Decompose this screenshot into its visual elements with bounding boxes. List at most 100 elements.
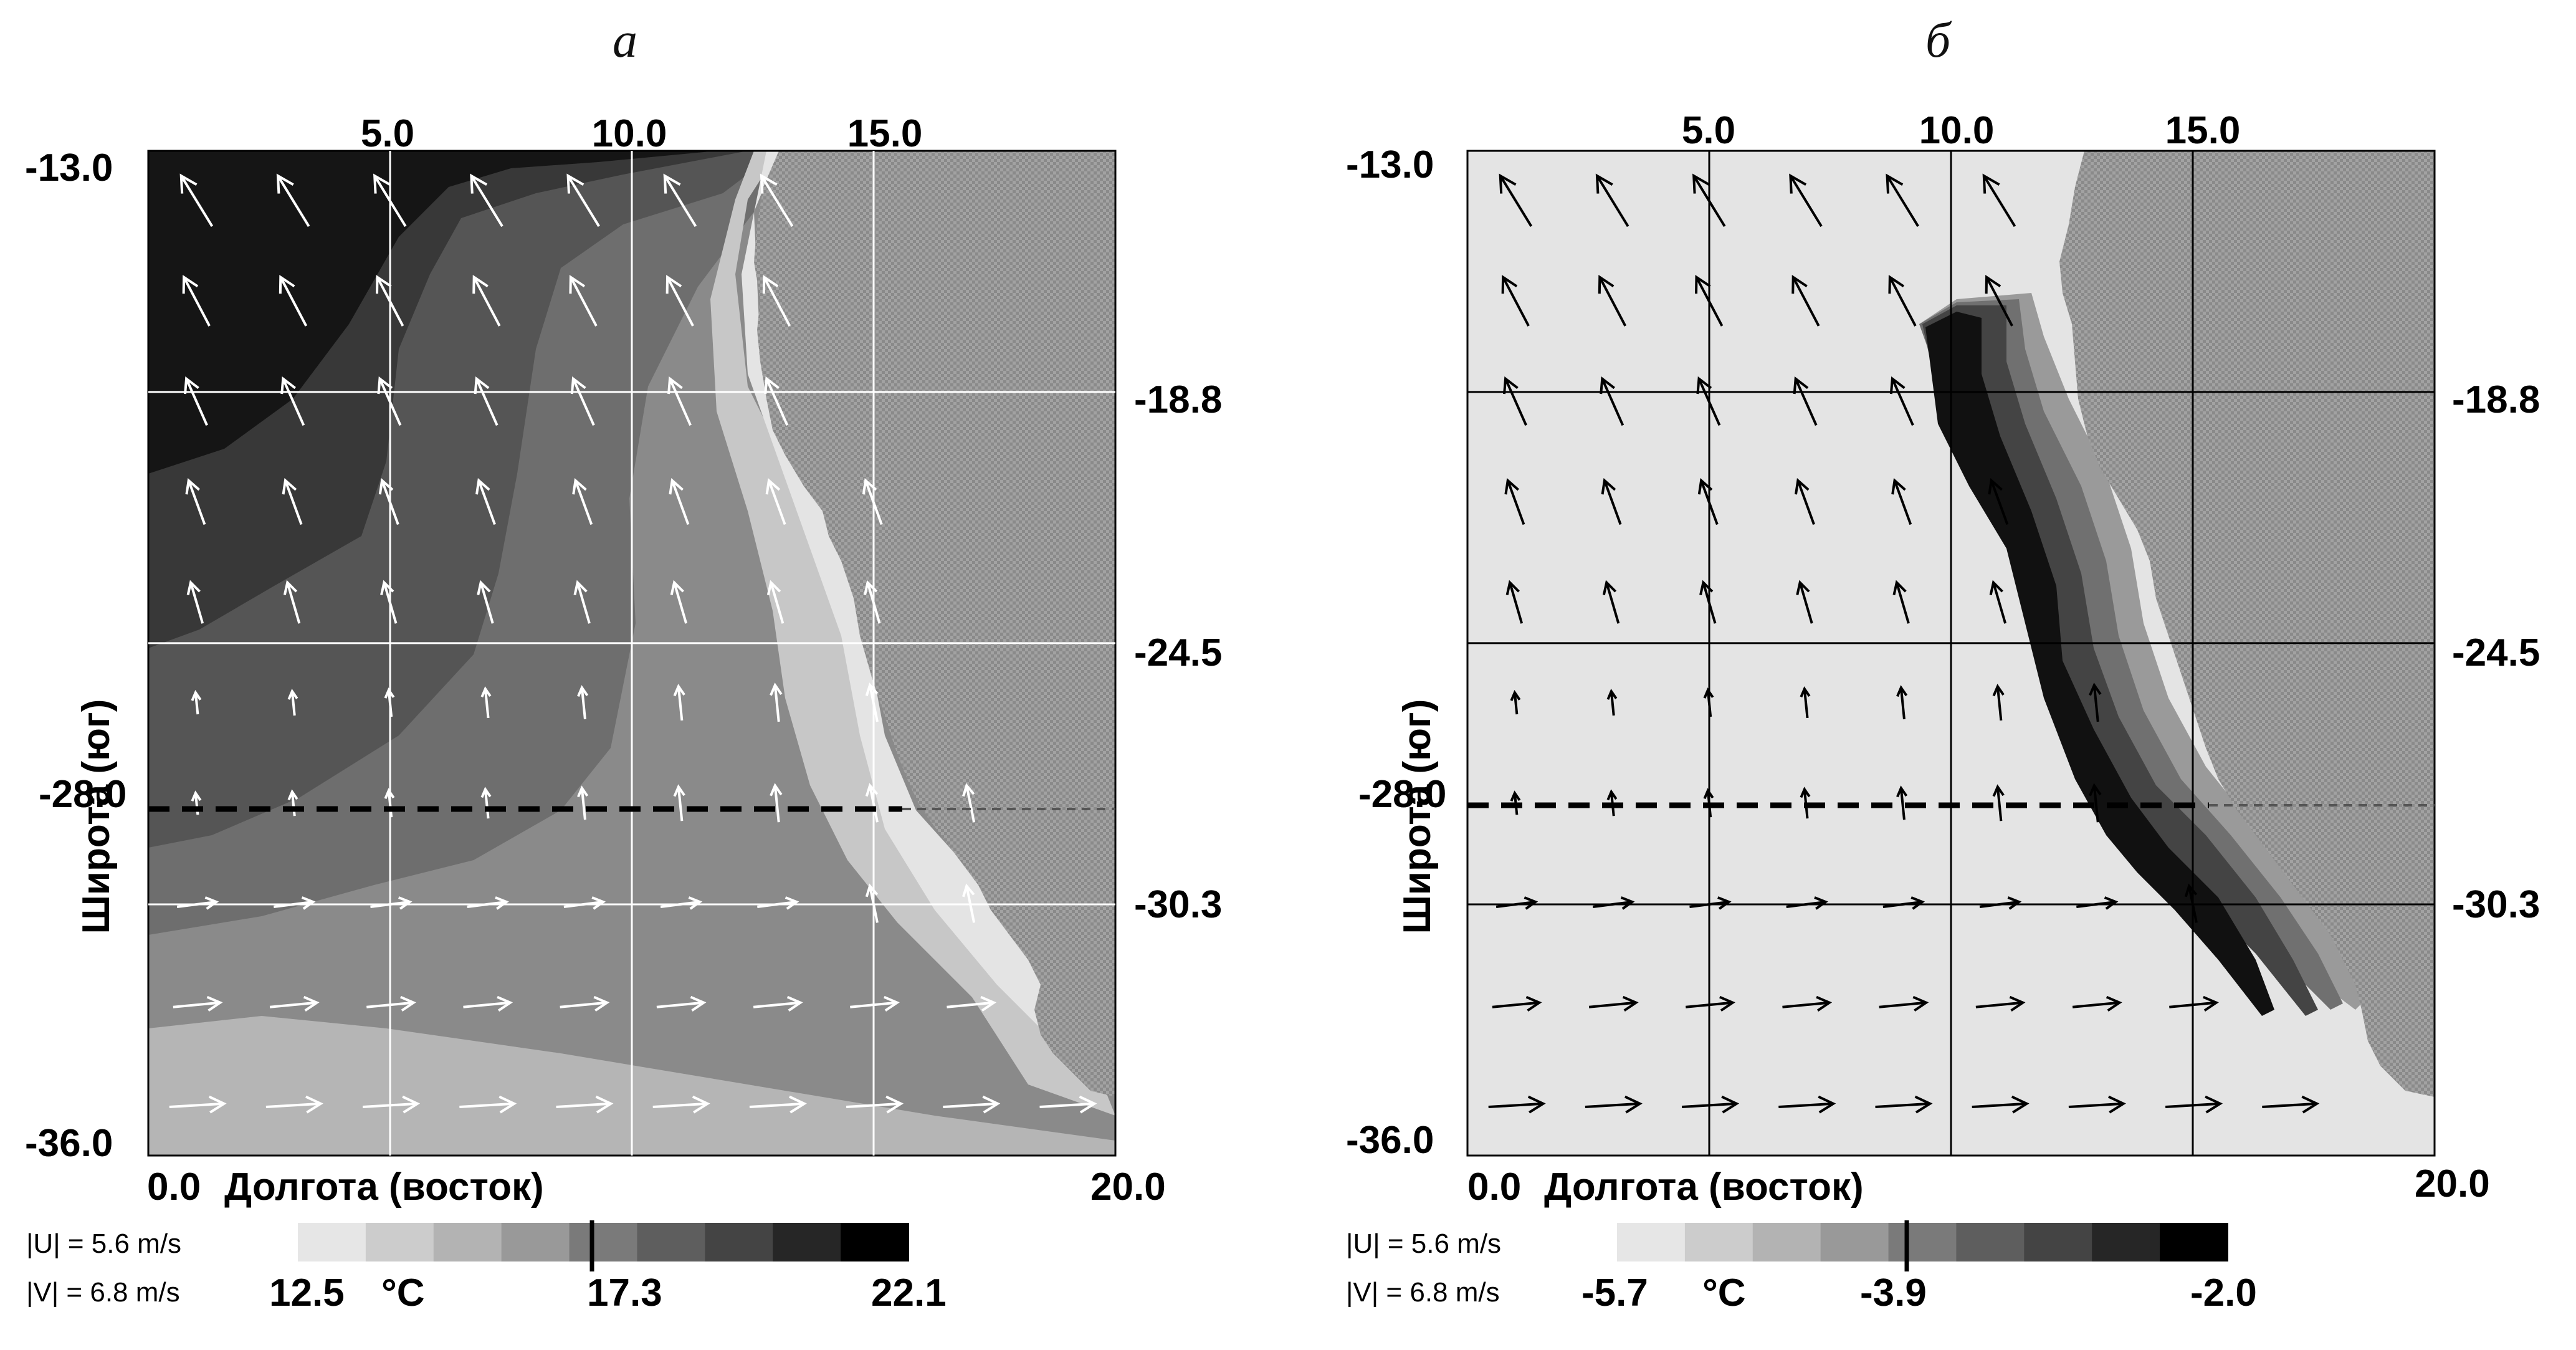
wind-vector-head [764,376,780,395]
wind-vector-head [1793,376,1809,395]
wind-vector-head [2104,896,2119,910]
wind-vector-arrow [1982,173,2016,227]
wind-vector-shaft [1686,1001,1733,1008]
wind-vector-arrow [2165,1095,2223,1114]
wind-vector-head [1886,173,1904,194]
wind-vector-head [688,896,703,910]
wind-vector-shaft [1598,276,1627,327]
wind-vector-head [1988,478,2003,495]
wind-vector-head [384,788,395,800]
wind-vector-head [1703,788,1714,800]
wind-vector-head [398,896,413,910]
wind-vector-shaft [387,690,393,717]
wind-vector-arrow [669,478,690,525]
ref-v-label: |V| = 6.8 m/s [26,1277,180,1308]
wind-vector-shaft [2076,901,2116,908]
wind-vector-shaft [576,582,591,624]
wind-vector-head [673,784,685,797]
wind-vector-head [566,173,584,194]
panel-a-labels: 5.0 10.0 15.0 -13.0 -28.0 -36.0 -18.8 -2… [25,112,1222,1314]
wind-vector-shaft [1891,378,1914,426]
wind-vector-arrow [1778,1095,1836,1114]
wind-vector-head [692,1095,710,1114]
wind-vector-shaft [1985,276,2013,327]
color-scale-swatch [841,1223,909,1261]
wind-vector-arrow [1499,173,1533,227]
wind-vector-shaft [2262,1102,2317,1109]
color-scale-swatch [1956,1223,2025,1261]
wind-vector-head [1505,580,1520,596]
wind-vector-shaft [677,787,684,821]
wind-vector-head [962,783,975,797]
wind-vector-arrow [1992,784,2005,821]
wind-vector-shaft [1791,276,1820,327]
wind-vector-arrow [2068,1095,2126,1114]
wind-vector-arrow [1896,785,1908,820]
wind-vector-head [1602,580,1617,596]
wind-vector-shaft [664,175,697,227]
wind-vector-head [1606,689,1618,700]
wind-vector-head [673,684,685,697]
wind-vector-head [1992,684,2005,697]
wind-vector-arrow [477,580,494,624]
wind-vector-arrow [1686,995,1735,1012]
wind-vector-arrow [846,1095,904,1114]
wind-vector-shaft [669,378,692,426]
wind-vector-shaft [467,901,507,908]
wind-vector-shaft [2188,886,2198,923]
wind-vector-head [1989,580,2003,596]
wind-vector-arrow [1796,580,1813,624]
wind-vector-head [495,896,509,910]
lat-tick-36-b: -36.0 [1346,1119,1434,1162]
lon-tick-5-b: 5.0 [1682,109,1735,152]
wind-vector-head [1791,274,1808,294]
wind-vector-arrow [185,478,206,525]
wind-vector-head [1911,896,1925,910]
wind-vector-head [1692,173,1710,194]
scale-unit-label: °C [381,1271,425,1314]
wind-vector-arrow [2072,995,2122,1012]
wind-vector-shaft [574,480,593,525]
wind-vector-shaft [652,1102,708,1109]
wind-vector-arrow [376,274,404,327]
lat-tick-right-30: -30.3 [1134,883,1222,926]
wind-vector-shaft [1796,480,1815,525]
wind-vector-head [785,896,799,910]
wind-vector-head [472,274,489,294]
wind-vector-shaft [1700,480,1719,525]
wind-vector-shaft [1789,175,1823,227]
wind-vector-arrow [283,580,301,624]
land-mass-b [2059,151,2435,1097]
x-axis-label: Долгота (восток) [224,1166,544,1209]
wind-vector-head [475,478,490,495]
wind-vector-head [280,376,296,395]
wind-vector-arrow [276,173,310,227]
wind-vector-shaft [189,582,204,624]
wind-vector-shaft [1893,480,1912,525]
wind-vector-head [573,580,588,596]
wind-vector-head [760,173,778,194]
wind-vector-arrow [1602,580,1620,624]
wind-vector-head [667,376,683,395]
wind-vector-arrow [760,173,794,227]
color-scale-swatch [2024,1223,2093,1261]
wind-vector-head [1814,896,1828,910]
wind-vector-head [1624,1095,1643,1114]
wind-vector-head [384,687,395,699]
wind-vector-arrow [569,274,598,327]
wind-vector-shaft [1610,691,1615,716]
wind-vector-arrow [1492,995,1542,1012]
wind-vector-shaft [1681,1102,1737,1109]
wind-vector-arrow [770,783,783,823]
lon-tick-15-b: 15.0 [2165,109,2241,152]
wind-vector-arrow [1886,173,1919,227]
wind-vector-shaft [366,1001,414,1008]
wind-vector-head [182,274,199,294]
wind-vector-head [665,274,682,294]
wind-vector-arrow [459,1095,517,1114]
wind-vector-shaft [846,1102,902,1109]
ref-u-label-b: |U| = 5.6 m/s [1346,1228,1501,1259]
lon-min-label: 0.0 [147,1166,201,1209]
wind-vector-head [477,580,491,596]
wind-vector-shaft [1798,582,1813,624]
